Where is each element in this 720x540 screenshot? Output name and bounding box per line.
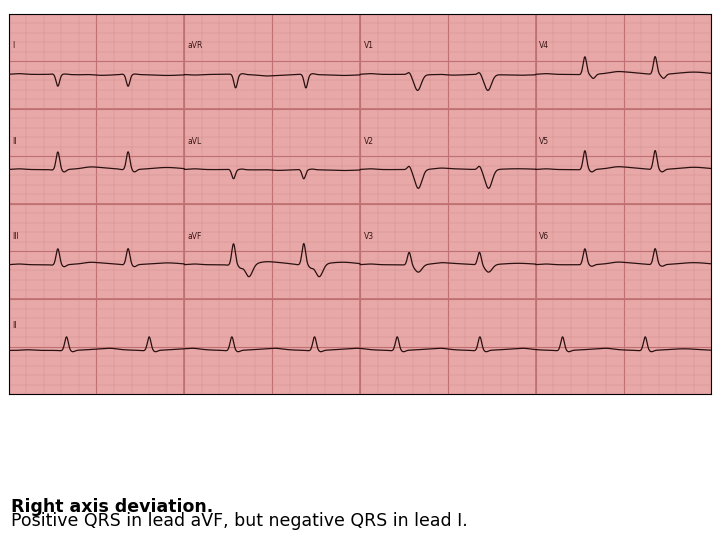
Text: III: III	[12, 232, 19, 241]
Text: aVR: aVR	[188, 42, 203, 50]
Text: V2: V2	[364, 137, 374, 146]
Text: II: II	[12, 321, 17, 330]
Text: aVF: aVF	[188, 232, 202, 241]
Text: V5: V5	[539, 137, 549, 146]
Text: I: I	[12, 42, 14, 50]
Text: V4: V4	[539, 42, 549, 50]
Text: Right axis deviation.: Right axis deviation.	[11, 497, 213, 516]
Text: II: II	[12, 137, 17, 146]
Text: V6: V6	[539, 232, 549, 241]
Text: Positive QRS in lead aVF, but negative QRS in lead I.: Positive QRS in lead aVF, but negative Q…	[11, 512, 467, 530]
Text: V3: V3	[364, 232, 374, 241]
Text: aVL: aVL	[188, 137, 202, 146]
Text: V1: V1	[364, 42, 374, 50]
